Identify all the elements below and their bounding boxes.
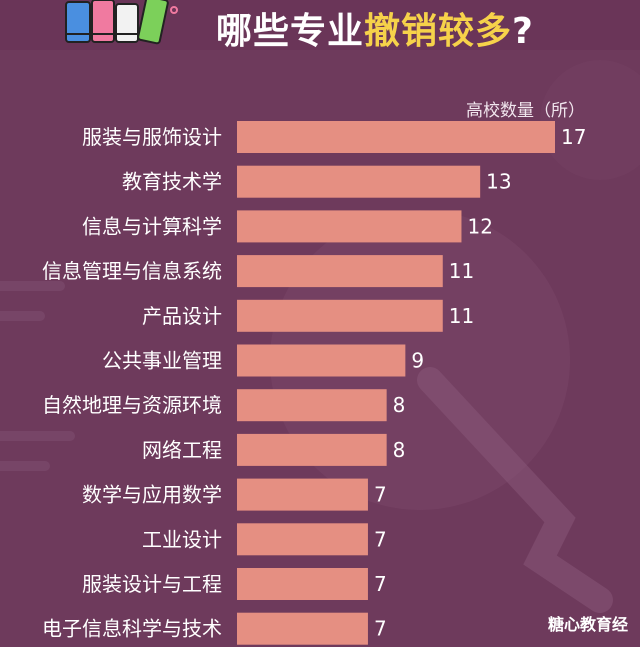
bg-circle-small <box>540 60 640 180</box>
bar <box>237 568 368 600</box>
category-label: 工业设计 <box>142 527 222 551</box>
value-label: 8 <box>393 393 406 417</box>
value-label: 7 <box>374 483 387 507</box>
bar <box>237 299 443 332</box>
value-label: 12 <box>467 214 492 238</box>
bar <box>237 523 368 556</box>
bar <box>237 478 368 511</box>
category-label: 自然地理与资源环境 <box>42 393 222 417</box>
bar <box>237 433 387 466</box>
value-label: 17 <box>561 125 586 149</box>
category-label: 公共事业管理 <box>102 349 222 373</box>
value-label: 11 <box>449 304 474 328</box>
value-label: 7 <box>374 572 387 596</box>
bg-arrow <box>417 367 613 613</box>
category-label: 网络工程 <box>142 438 222 462</box>
category-label: 服装设计与工程 <box>82 572 222 596</box>
bar <box>237 612 368 645</box>
category-label: 服装与服饰设计 <box>82 125 222 149</box>
value-label: 8 <box>393 438 406 462</box>
value-label: 11 <box>449 259 474 283</box>
value-label: 9 <box>411 349 424 373</box>
value-label: 13 <box>486 170 511 194</box>
category-label: 电子信息科学与技术 <box>42 617 222 641</box>
books-icon <box>65 0 178 45</box>
category-label: 产品设计 <box>142 304 222 328</box>
category-label: 教育技术学 <box>122 170 222 194</box>
value-label: 7 <box>374 617 387 641</box>
title-highlight: 撤销较多 <box>364 11 513 52</box>
value-label: 7 <box>374 527 387 551</box>
page-title: 哪些专业撤销较多? <box>216 2 534 54</box>
bg-stripes <box>0 281 75 471</box>
title-part-1: 哪些专业 <box>216 11 365 52</box>
bar <box>237 210 462 243</box>
category-label: 信息管理与信息系统 <box>42 259 222 283</box>
axis-unit-label: 高校数量（所） <box>466 101 585 121</box>
bar <box>237 344 406 377</box>
bar <box>237 389 387 422</box>
source-watermark: 糖心教育经 <box>547 615 628 634</box>
category-label: 数学与应用数学 <box>82 483 222 507</box>
bar <box>237 165 481 198</box>
bar <box>237 255 443 288</box>
bar <box>237 121 555 153</box>
category-label: 信息与计算科学 <box>82 214 222 238</box>
title-question-mark: ? <box>512 11 534 52</box>
